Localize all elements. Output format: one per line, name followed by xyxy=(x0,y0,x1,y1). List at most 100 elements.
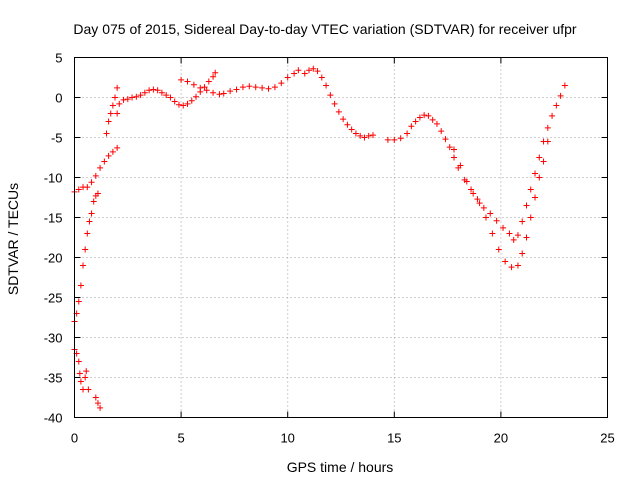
data-point xyxy=(193,93,200,100)
data-point xyxy=(408,123,415,130)
data-point xyxy=(246,83,253,90)
data-point xyxy=(450,146,457,153)
data-point xyxy=(163,92,170,99)
y-tick-label: 5 xyxy=(55,51,62,66)
data-point xyxy=(212,69,219,76)
data-point xyxy=(421,112,428,119)
data-point xyxy=(487,210,494,217)
data-point xyxy=(84,230,91,237)
data-point xyxy=(514,232,521,239)
data-point xyxy=(532,194,539,201)
grid-lines xyxy=(74,57,608,418)
data-point xyxy=(510,236,517,243)
data-point xyxy=(340,116,347,123)
data-point xyxy=(271,84,278,91)
data-point xyxy=(84,184,91,191)
data-point xyxy=(502,258,509,265)
data-point xyxy=(94,400,101,407)
data-point xyxy=(514,262,521,269)
data-point xyxy=(480,204,487,211)
data-point xyxy=(197,84,204,91)
data-point xyxy=(188,97,195,104)
data-point xyxy=(233,86,240,93)
data-point xyxy=(438,128,445,135)
data-point xyxy=(450,154,457,161)
data-point xyxy=(105,152,112,159)
y-tick-label: -5 xyxy=(51,131,63,146)
data-point xyxy=(295,67,302,74)
data-point xyxy=(190,81,197,88)
axis-ticks: 0 5 10 15 20 25 5 0 -5 -10 -15 -20 -25 -30 -35 -40 xyxy=(44,51,615,446)
data-point xyxy=(527,186,534,193)
data-point xyxy=(352,130,359,137)
data-point xyxy=(476,200,483,207)
data-point xyxy=(344,121,351,128)
data-point xyxy=(76,370,83,377)
data-point xyxy=(82,246,89,253)
data-point xyxy=(331,100,338,107)
data-point xyxy=(259,84,266,91)
data-point xyxy=(252,84,259,91)
data-point xyxy=(536,154,543,161)
data-point xyxy=(265,85,272,92)
data-point xyxy=(306,67,313,74)
data-point xyxy=(80,386,87,393)
data-point xyxy=(114,110,121,117)
data-point xyxy=(495,246,502,253)
plot-frame xyxy=(74,57,608,418)
data-point xyxy=(508,264,515,271)
data-point xyxy=(178,76,185,83)
data-point xyxy=(544,138,551,145)
x-axis-label: GPS time / hours xyxy=(287,459,394,475)
data-point xyxy=(141,89,148,96)
data-point xyxy=(561,82,568,89)
x-tick-label: 0 xyxy=(71,431,78,446)
data-point xyxy=(201,84,208,91)
data-point xyxy=(489,230,496,237)
data-point xyxy=(239,84,246,91)
data-point xyxy=(314,68,321,75)
chart-title: Day 075 of 2015, Sidereal Day-to-day VTE… xyxy=(73,21,577,37)
data-point xyxy=(88,179,95,186)
data-point xyxy=(175,101,182,108)
data-point xyxy=(90,198,97,205)
data-point xyxy=(429,116,436,123)
data-point xyxy=(457,162,464,169)
data-point xyxy=(154,87,161,94)
data-point xyxy=(124,96,131,103)
data-point xyxy=(335,108,342,115)
data-point xyxy=(116,100,123,107)
data-point xyxy=(227,88,234,95)
data-point xyxy=(416,114,423,121)
data-point xyxy=(446,144,453,151)
data-points xyxy=(71,65,568,411)
data-point xyxy=(86,218,93,225)
data-point xyxy=(470,190,477,197)
data-point xyxy=(203,87,210,94)
data-point xyxy=(553,102,560,109)
data-point xyxy=(468,186,475,193)
data-point xyxy=(442,136,449,143)
data-point xyxy=(171,98,178,105)
data-point xyxy=(369,132,376,139)
data-point xyxy=(88,210,95,217)
data-point xyxy=(129,94,136,101)
data-point xyxy=(557,92,564,99)
data-point xyxy=(167,94,174,101)
y-tick-label: -15 xyxy=(44,211,63,226)
data-point xyxy=(532,170,539,177)
data-point xyxy=(536,174,543,181)
y-tick-label: -30 xyxy=(44,331,63,346)
data-point xyxy=(500,224,507,231)
data-point xyxy=(94,190,101,197)
y-tick-label: -20 xyxy=(44,251,63,266)
data-point xyxy=(318,74,325,81)
data-point xyxy=(323,82,330,89)
data-point xyxy=(146,87,153,94)
data-point xyxy=(348,126,355,133)
data-point xyxy=(83,368,90,375)
data-point xyxy=(92,172,99,179)
data-point xyxy=(75,298,82,305)
data-point xyxy=(82,374,89,381)
data-point xyxy=(365,132,372,139)
